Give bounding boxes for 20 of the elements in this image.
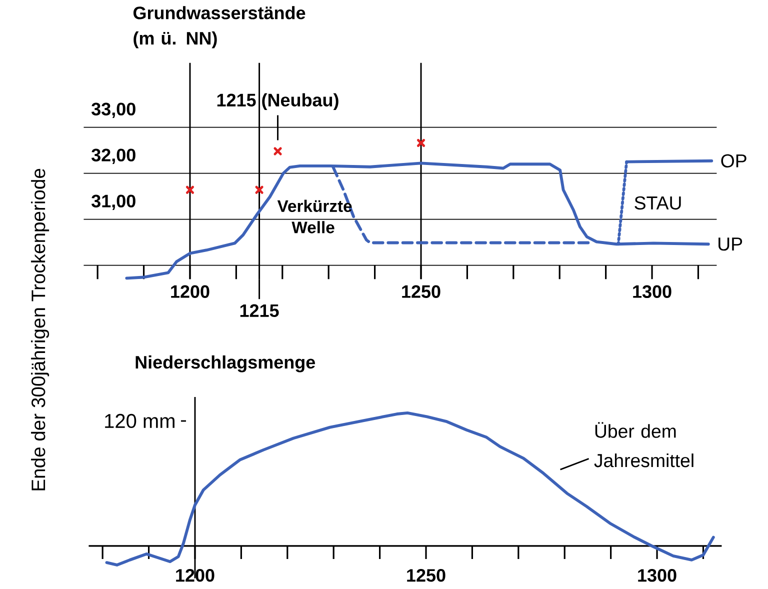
y-axis-title: Ende der 300jährigen Trockenperiode [31,168,50,490]
x-tick-label: 1200 [171,285,210,298]
chart-title: Grundwasserstände (m ü. NN) [133,6,306,48]
y-tick-label: 31,00 [92,194,136,210]
series-label: STAU [634,196,681,210]
x-tick-label: 1300 [633,285,672,298]
annotation: 120 mm [105,414,174,428]
y-tick-label: 33,00 [92,102,136,118]
x-tick-label: 1300 [638,569,676,582]
series-label: OP [721,154,746,168]
series-label: UP [718,238,742,251]
series-label: Verkürzte Welle [277,200,352,234]
annotation: Über dem Jahresmittel [594,422,694,468]
x-tick-label: 1200 [176,569,214,582]
ref-line-label: 1215 [240,304,279,318]
x-tick-label: 1250 [407,569,446,582]
y-tick-label: 32,00 [92,148,136,164]
x-tick-label: 1250 [402,285,440,298]
chart-title: Niederschlagsmenge [136,355,316,372]
annotation: 1215 (Neubau) [217,93,338,110]
